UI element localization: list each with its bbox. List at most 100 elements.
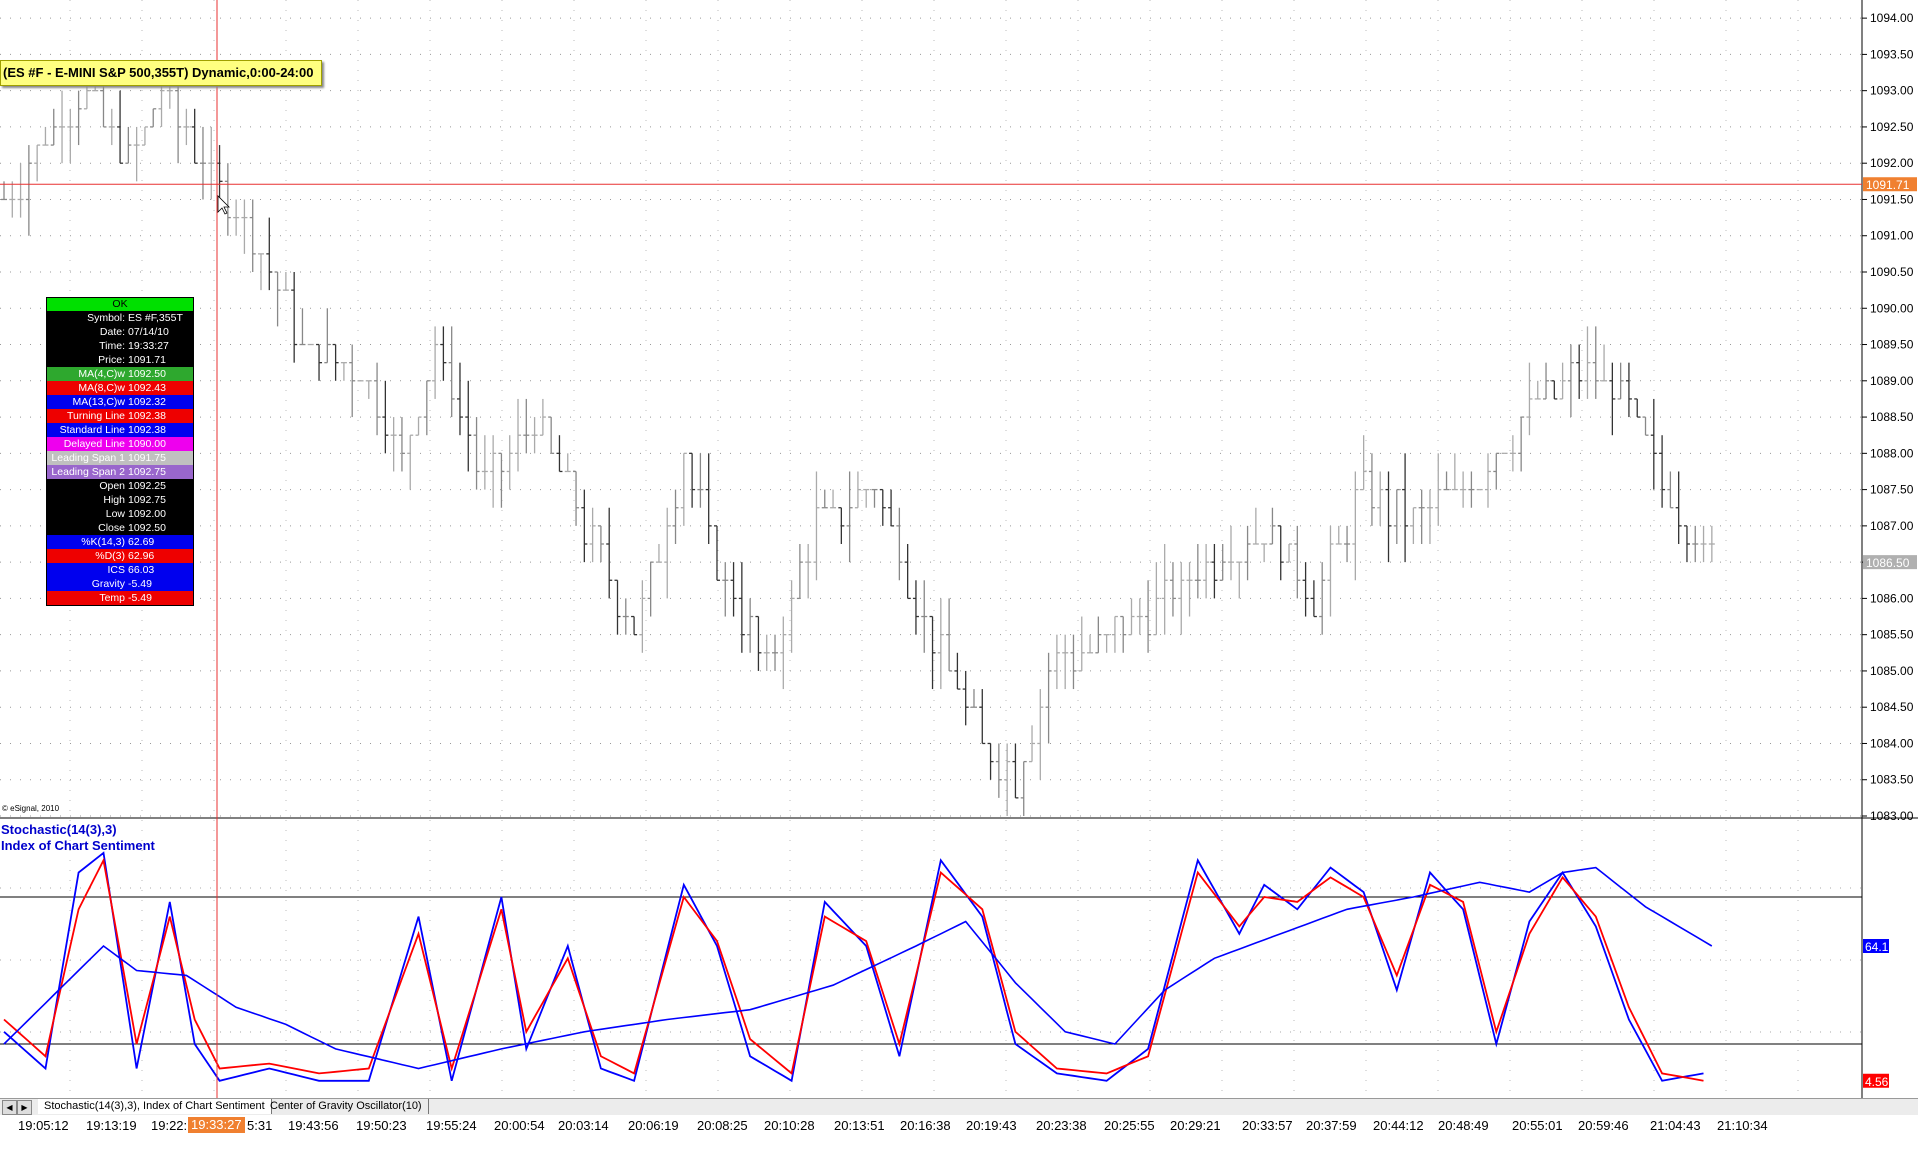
price-bar (316, 343, 323, 381)
price-bar (1543, 362, 1550, 400)
price-bar (539, 398, 546, 436)
price-tick-label: 1092.50 (1870, 120, 1914, 134)
time-tick-label: 20:59:46 (1578, 1118, 1629, 1133)
price-tick-label: 1091.50 (1870, 192, 1914, 206)
price-bar (979, 689, 986, 745)
price-bar (1128, 598, 1135, 636)
price-bar (548, 416, 555, 454)
price-bar (34, 144, 41, 182)
cursor-row-value: -5.49 (128, 578, 152, 590)
price-bar (788, 580, 795, 653)
price-bar (581, 489, 588, 563)
price-bar (1045, 652, 1052, 744)
price-bar (465, 380, 472, 472)
price-tick-label: 1088.50 (1870, 410, 1914, 424)
price-bar (1252, 507, 1259, 545)
price-bar (1534, 380, 1541, 400)
osc-series-line (3, 851, 1704, 1083)
price-bar (614, 579, 621, 635)
time-tick-label: 20:33:57 (1242, 1118, 1293, 1133)
price-bar (1584, 326, 1591, 399)
cursor-row-value: 1092.38 (128, 424, 166, 436)
price-bar (896, 507, 903, 581)
price-bar (1634, 398, 1641, 418)
price-bar (1642, 416, 1649, 436)
price-bar (1103, 634, 1110, 653)
cursor-row: Symbol: ES #F,355T (47, 311, 193, 325)
price-bar (199, 126, 206, 200)
price-bar (1410, 507, 1417, 544)
price-bar (1576, 344, 1583, 399)
price-bar (365, 380, 372, 399)
cursor-window[interactable]: OK Symbol: ES #F,355T Date: 07/14/10 Time: 19… (46, 297, 194, 606)
price-bar (1559, 362, 1566, 400)
last-price-label: 1086.50 (1866, 556, 1910, 570)
price-bar (1087, 634, 1094, 654)
time-tick-label: 20:48:49 (1438, 1118, 1489, 1133)
cursor-row-label: MA(4,C)w (78, 368, 125, 380)
price-tick-label: 1089.50 (1870, 338, 1914, 352)
price-bar (1153, 562, 1160, 636)
price-bar (233, 199, 240, 236)
tab-center-of-gravity[interactable]: Center of Gravity Oscillator(10) (264, 1099, 429, 1114)
chart-title[interactable]: (ES #F - E-MINI S&P 500,355T) Dynamic,0:… (0, 60, 323, 86)
price-bar (183, 108, 190, 146)
cursor-row: Time: 19:33:27 (47, 339, 193, 353)
cursor-row-value: 1092.38 (128, 410, 166, 422)
price-bar (1161, 544, 1168, 635)
cursor-row-value: 1091.75 (128, 452, 166, 464)
price-bar (117, 90, 124, 164)
price-bar (282, 272, 289, 291)
cursor-row: Open 1092.25 (47, 479, 193, 493)
price-bar (249, 199, 256, 272)
cursor-row-label: Close (98, 522, 125, 534)
price-bar (1020, 760, 1027, 816)
price-bar (1120, 615, 1127, 653)
price-bar (1211, 544, 1218, 599)
cursor-row-label: %K(14,3) (81, 536, 125, 548)
osc-value-tag (1863, 939, 1889, 953)
osc-value-tag (1863, 1073, 1889, 1088)
price-bar (473, 417, 480, 490)
price-bar (423, 380, 430, 436)
price-bar (863, 488, 870, 508)
cursor-row-label: MA(8,C)w (78, 382, 125, 394)
tab-stochastic-ics[interactable]: Stochastic(14(3),3), Index of Chart Sent… (38, 1099, 272, 1114)
price-bar (490, 435, 497, 508)
price-bar (838, 507, 845, 544)
price-bar (1344, 525, 1351, 563)
cursor-row-label: Low (105, 508, 125, 520)
price-bar (1700, 525, 1707, 563)
cursor-row-label: ICS (107, 564, 125, 576)
price-tick-label: 1093.50 (1870, 47, 1914, 61)
price-tick-label: 1090.50 (1870, 265, 1914, 279)
price-bar (1567, 344, 1574, 418)
oscillator-title-line1: Stochastic(14(3),3) (1, 822, 117, 837)
tab-scroll-left-button[interactable]: ◀ (2, 1100, 17, 1115)
time-tick-label: 5:31 (247, 1118, 272, 1133)
price-bar (481, 435, 488, 490)
tab-scroll-right-button[interactable]: ▶ (17, 1100, 32, 1115)
cursor-row: Standard Line 1092.38 (47, 423, 193, 437)
price-bar (531, 417, 538, 454)
price-bar (755, 615, 762, 671)
price-bar (125, 126, 132, 164)
price-bar (340, 362, 347, 381)
study-tab-bar: ◀ ▶ Stochastic(14(3),3), Index of Chart … (0, 1098, 1918, 1115)
cursor-row-label: Symbol: (87, 312, 125, 324)
price-bar (1451, 453, 1458, 491)
price-bar (1062, 634, 1069, 690)
cursor-row-label: Time: (99, 340, 125, 352)
price-bar (1012, 743, 1019, 799)
crosshair (0, 0, 1862, 1100)
cursor-row: ICS 66.03 (47, 563, 193, 577)
time-tick-label: 20:25:55 (1104, 1118, 1155, 1133)
price-tick-label: 1089.00 (1870, 374, 1914, 388)
price-bar (689, 452, 696, 508)
cursor-row: Gravity -5.49 (47, 577, 193, 591)
price-bar (1070, 634, 1077, 690)
price-bar (871, 488, 878, 508)
price-bar (1435, 453, 1442, 526)
price-bar (1402, 453, 1409, 563)
